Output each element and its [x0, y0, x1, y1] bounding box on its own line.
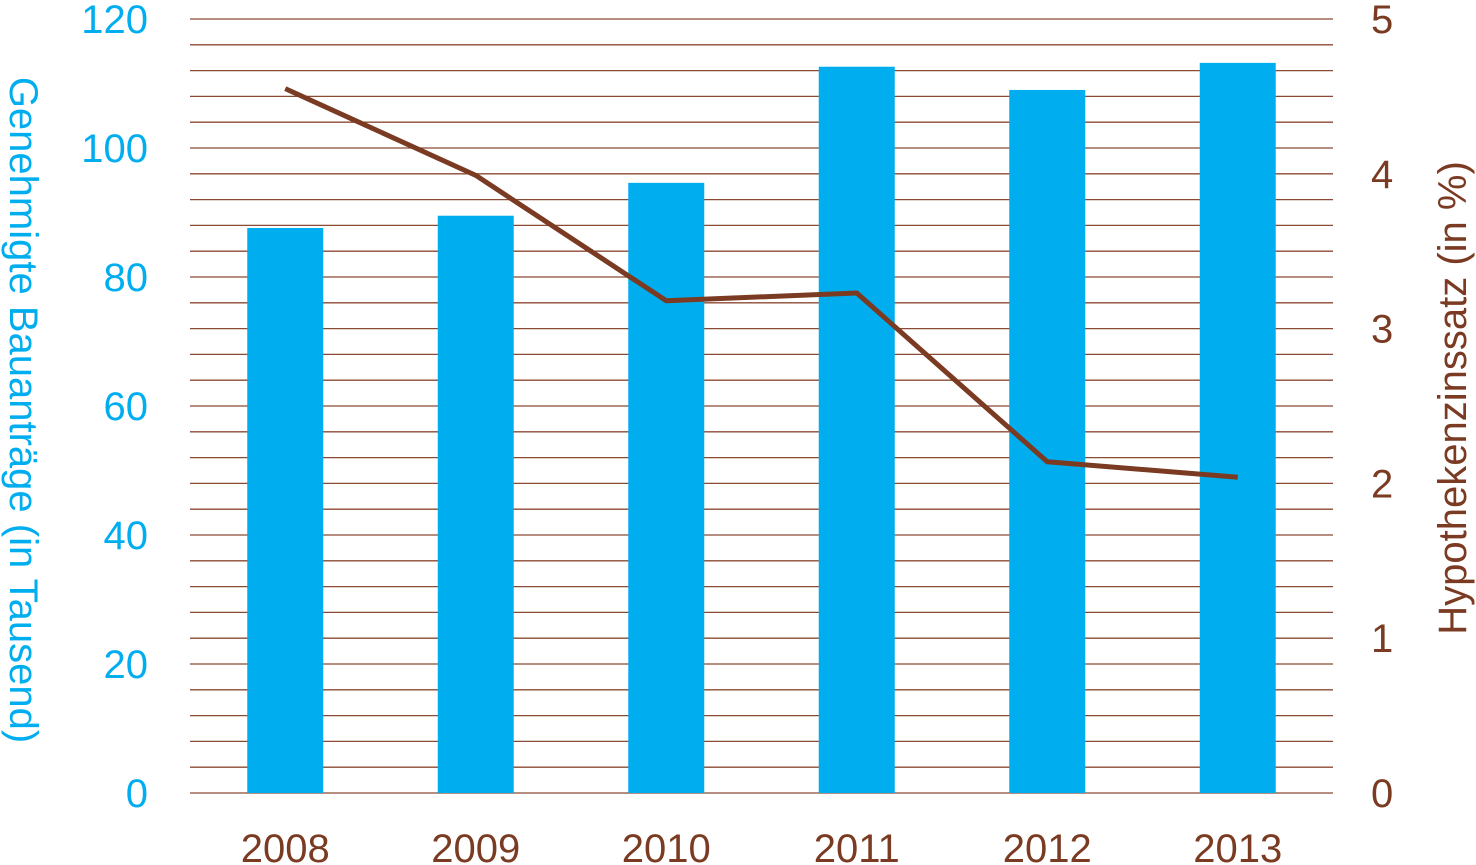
bar-2013	[1199, 62, 1276, 794]
left-axis-label: Genehmigte Bauanträge (in Tausend)	[1, 77, 45, 743]
line-series	[284, 86, 1238, 480]
right-axis-ticks: 0 1 2 3 4 5	[1371, 0, 1393, 816]
y-tick-label: 80	[104, 256, 149, 300]
gridlines	[190, 18, 1333, 794]
y-tick-label: 40	[104, 514, 149, 558]
y2-tick-label: 4	[1371, 153, 1393, 197]
x-tick-label: 2008	[241, 827, 330, 865]
x-axis-ticks: 2008 2009 2010 2011 2012 2013	[241, 827, 1282, 865]
bars	[247, 62, 1276, 794]
x-tick-label: 2009	[431, 827, 520, 865]
bar-2010	[628, 182, 705, 793]
right-axis-label: Hypothekenzinssatz (in %)	[1431, 161, 1475, 635]
y-tick-label: 120	[81, 0, 148, 42]
x-tick-label: 2011	[814, 827, 900, 865]
x-tick-label: 2010	[622, 827, 711, 865]
y2-tick-label: 3	[1371, 308, 1393, 352]
bar-2011	[818, 66, 895, 794]
y2-tick-label: 0	[1371, 772, 1393, 816]
x-tick-label: 2012	[1003, 827, 1092, 865]
y-tick-label: 60	[104, 385, 149, 429]
line-path	[284, 86, 1238, 480]
y2-tick-label: 5	[1371, 0, 1393, 42]
bar-2008	[247, 227, 324, 794]
y-tick-label: 100	[81, 127, 148, 171]
y2-tick-label: 1	[1371, 617, 1393, 661]
y2-tick-label: 2	[1371, 462, 1393, 506]
left-axis-ticks: 0 20 40 60 80 100 120	[81, 0, 148, 816]
y-tick-label: 0	[126, 772, 148, 816]
bar-2009	[437, 215, 514, 794]
x-tick-label: 2013	[1193, 827, 1282, 865]
y-tick-label: 20	[104, 643, 149, 687]
